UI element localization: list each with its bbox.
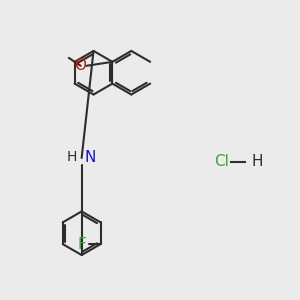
Text: F: F: [78, 237, 87, 252]
Text: Cl: Cl: [214, 154, 229, 169]
Text: O: O: [74, 58, 86, 73]
Text: N: N: [85, 150, 96, 165]
Text: H: H: [251, 154, 262, 169]
Text: H: H: [66, 150, 77, 164]
